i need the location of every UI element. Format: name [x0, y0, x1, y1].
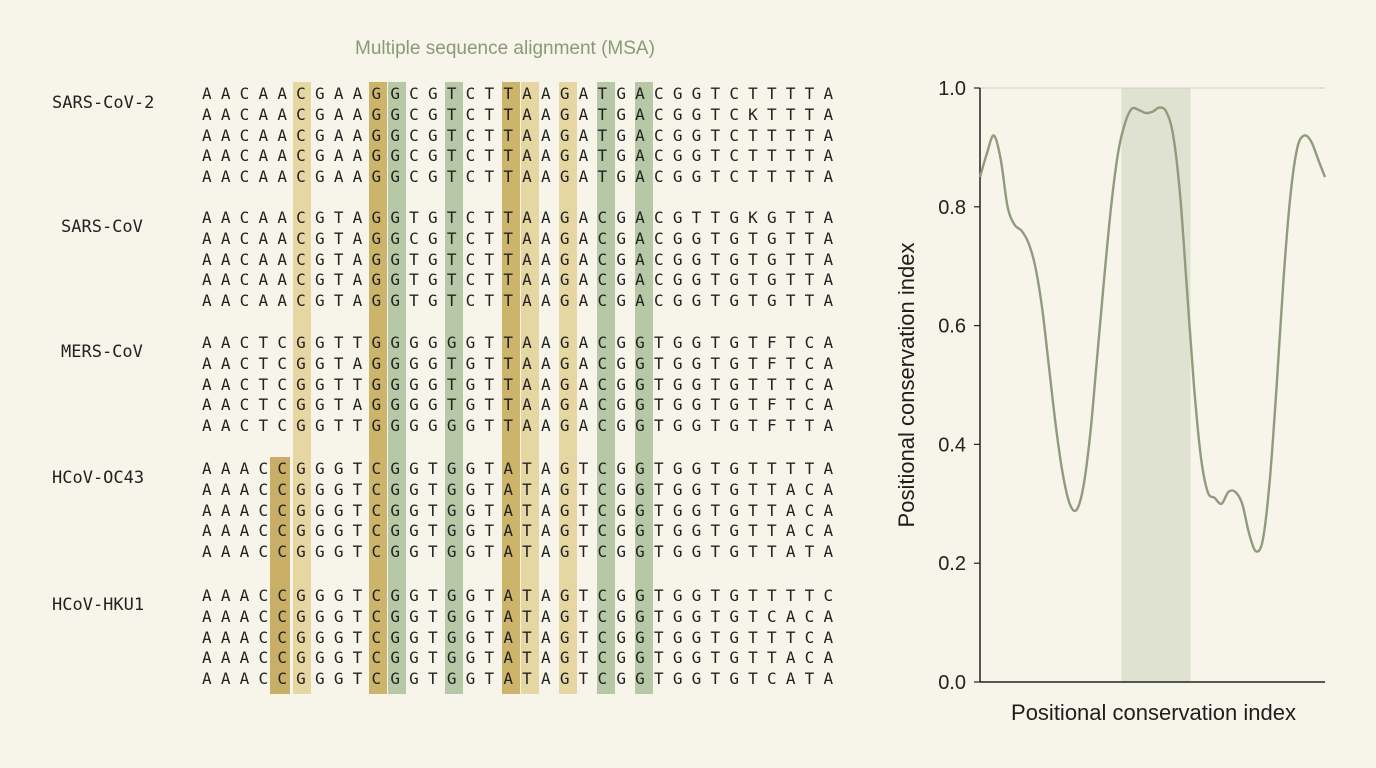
sequence-row: AAACCGGGTCGGTGGTATAGTCGGTGGTGTTTTC — [202, 586, 843, 605]
highlighted-column — [597, 82, 615, 694]
group-label: SARS-CoV-2 — [52, 93, 155, 113]
sequence-row: AAACCGGGTCGGTGGTATAGTCGGTGGTGTTTTA — [202, 459, 843, 478]
sequence-row: AACAACGTAGGTGTCTTAAGACGACGGTGTGTTA — [202, 249, 843, 269]
sequence-row: AACAACGAAGGCGTCTTAAGATGACGGTCTTTTA — [202, 125, 843, 145]
y-tick-label: 0.0 — [938, 672, 966, 694]
sequence-row: AACAACGTAGGTGTCTTAAGACGACGGTGTGTTA — [202, 291, 843, 311]
sequence-row: AACAACGAAGGCGTCTTAAGATGACGGTCTTTTA — [202, 146, 843, 166]
group-label: HCoV-OC43 — [52, 468, 145, 488]
y-tick-label: 0.6 — [938, 316, 966, 338]
conservation-series-line — [978, 106, 1327, 553]
sequence-row: AACTCGGTTGGGGGGTTAAGACGGTGGTGTFTCA — [202, 333, 843, 352]
highlighted-column — [502, 82, 520, 694]
highlighted-column — [293, 82, 311, 694]
y-tick-label: 0.2 — [938, 553, 966, 575]
sequence-row: AAACCGGGTCGGTGGTATAGTCGGTGGTGTTATA — [202, 542, 843, 562]
sequence-row: AACAACGAAGGCGTCTTAAGATGACGGTCKTTTA — [202, 104, 843, 124]
msa-title: Multiple sequence alignment (MSA) — [355, 38, 655, 59]
sequence-row: AACAACGAAGGCGTCTTAAGATGACGGTCTTTTA — [202, 167, 843, 187]
sequence-row: AAACCGGGTCGGTGGTATAGTCGGTGGTGTTACA — [202, 479, 843, 499]
y-axis-title: Positional conservation index — [894, 243, 919, 528]
y-tick-label: 1.0 — [938, 78, 966, 100]
highlighted-column — [635, 82, 653, 694]
x-axis-title: Positional conservation index — [1011, 700, 1296, 725]
sequence-row: AAACCGGGTCGGTGGTATAGTCGGTGGTGTTTCA — [202, 627, 843, 647]
highlighted-column — [521, 82, 539, 694]
highlighted-column — [369, 82, 387, 694]
sequence-row: AACAACGAAGGCGTCTTAAGATGACGGTCTTTTA — [202, 84, 843, 103]
group-label: SARS-CoV — [61, 217, 143, 237]
y-tick-label: 0.4 — [938, 434, 966, 456]
sequence-row: AACAACGTAGGTGTCTTAAGACGACGGTGTGTTA — [202, 270, 843, 290]
sequence-row: AAACCGGGTCGGTGGTATAGTCGGTGGTGTCACA — [202, 606, 843, 626]
sequence-row: AACTCGGTTGGGGTGTTAAGACGGTGGTGTTTCA — [202, 374, 843, 394]
sequence-row: AAACCGGGTCGGTGGTATAGTCGGTGGTGTTACA — [202, 500, 843, 520]
highlighted-column — [445, 82, 463, 694]
highlighted-column — [270, 457, 290, 694]
sequence-row: AAACCGGGTCGGTGGTATAGTCGGTGGTGTCATA — [202, 669, 843, 689]
y-axis-ticks: 0.0 0.2 0.4 0.6 0.8 1.0 — [938, 78, 980, 694]
sequence-row: AACAACGTAGGCGTCTTAAGACGACGGTGTGTTA — [202, 228, 843, 248]
sequence-row: AACTCGGTTGGGGGGTTAAGACGGTGGTGTFTTA — [202, 416, 843, 436]
y-tick-label: 0.8 — [938, 197, 966, 219]
conserved-region-band — [1121, 88, 1191, 682]
sequence-row: AAACCGGGTCGGTGGTATAGTCGGTGGTGTTACA — [202, 521, 843, 541]
group-label: MERS-CoV — [61, 342, 143, 362]
sequence-row: AACTCGGTAGGGGTGTTAAGACGGTGGTGTFTCA — [202, 395, 843, 415]
sequence-row: AACTCGGTAGGGGTGTTAAGACGGTGGTGTFTCA — [202, 353, 843, 373]
highlighted-column — [388, 82, 406, 694]
sequence-row: AAACCGGGTCGGTGGTATAGTCGGTGGTGTTACA — [202, 648, 843, 668]
highlighted-column — [559, 82, 577, 694]
group-label: HCoV-HKU1 — [52, 595, 145, 615]
sequence-row: AACAACGTAGGTGTCTTAAGACGACGTTGKGTTA — [202, 208, 843, 227]
